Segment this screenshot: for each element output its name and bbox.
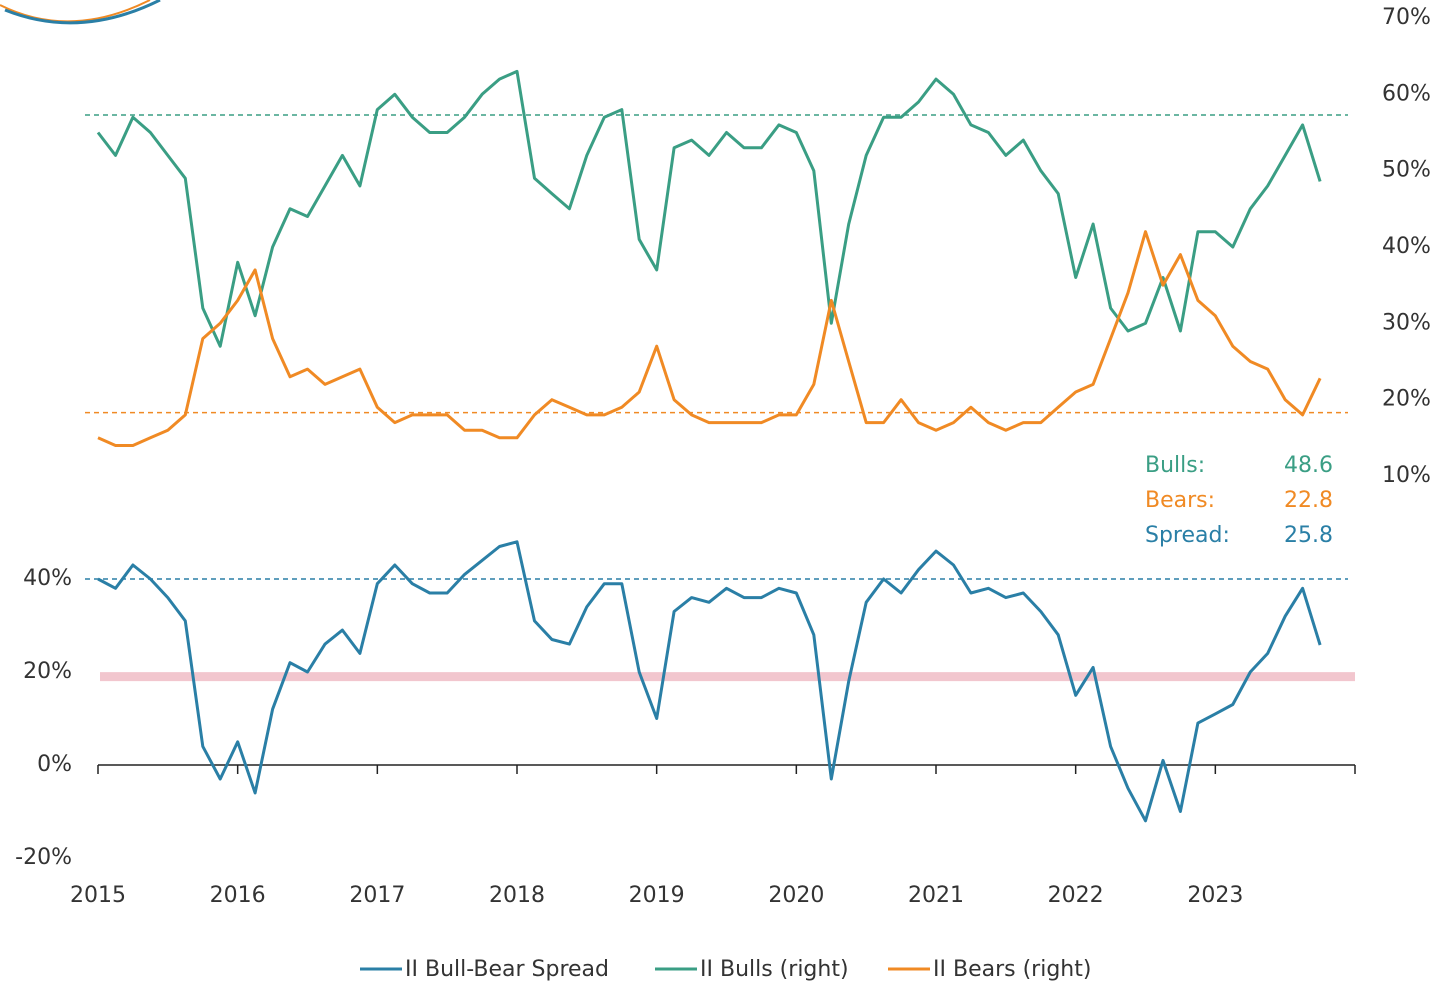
logo-arc <box>4 0 161 25</box>
x-tick-label: 2016 <box>210 883 266 908</box>
legend-label: II Bulls (right) <box>700 957 849 982</box>
annotation-label: Bears: <box>1145 488 1215 513</box>
y2-tick-label: 40% <box>1382 234 1431 259</box>
series-line <box>96 69 1322 348</box>
logo-arc <box>0 0 151 23</box>
x-tick-label: 2023 <box>1187 883 1243 908</box>
annotation-label: Spread: <box>1145 523 1230 548</box>
legend-label: II Bull-Bear Spread <box>405 957 609 982</box>
y-tick-label: -20% <box>15 845 72 870</box>
x-tick-label: 2019 <box>629 883 685 908</box>
legend-label: II Bears (right) <box>933 957 1091 982</box>
series-line <box>97 230 1322 447</box>
annotation-value: 22.8 <box>1284 488 1333 513</box>
x-tick-label: 2022 <box>1048 883 1104 908</box>
y2-tick-label: 70% <box>1382 5 1431 30</box>
x-tick-label: 2015 <box>70 883 126 908</box>
y2-tick-label: 10% <box>1382 463 1431 488</box>
x-tick-label: 2021 <box>908 883 964 908</box>
x-tick-label: 2017 <box>349 883 405 908</box>
x-tick-label: 2020 <box>768 883 824 908</box>
y-tick-label: 40% <box>23 566 72 591</box>
annotation-value: 48.6 <box>1284 453 1333 478</box>
x-tick-label: 2018 <box>489 883 545 908</box>
y2-tick-label: 30% <box>1382 310 1431 335</box>
y2-tick-label: 20% <box>1382 387 1431 412</box>
y-tick-label: 0% <box>37 752 72 777</box>
y2-tick-label: 50% <box>1382 158 1431 183</box>
annotation-value: 25.8 <box>1284 523 1333 548</box>
series-line <box>97 540 1322 823</box>
y2-tick-label: 60% <box>1382 81 1431 106</box>
y-tick-label: 20% <box>23 659 72 684</box>
annotation-label: Bulls: <box>1145 453 1205 478</box>
